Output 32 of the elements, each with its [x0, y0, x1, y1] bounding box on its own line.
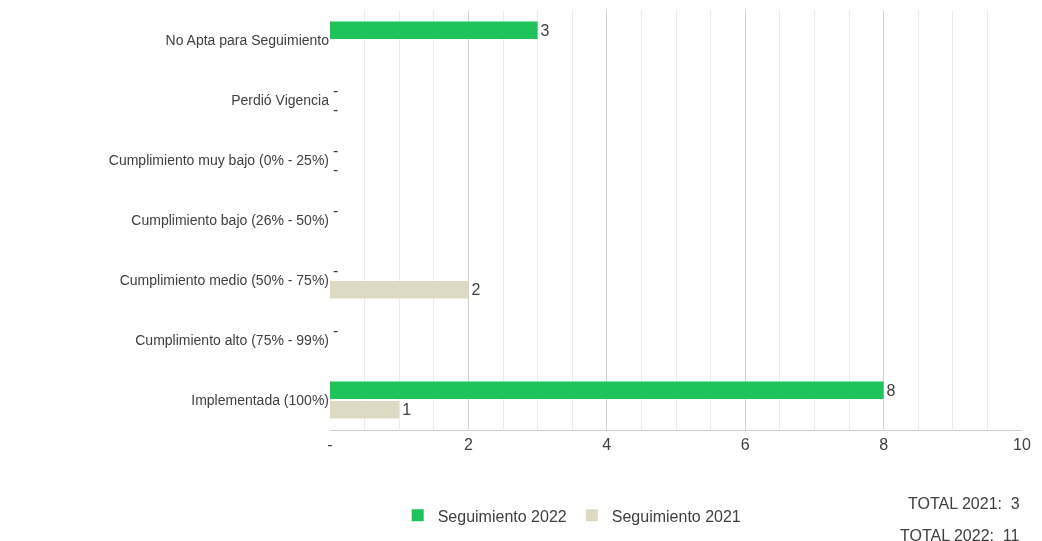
x-tick-label: 8 [879, 436, 889, 454]
data-label: - [333, 261, 339, 279]
data-label: 8 [886, 381, 896, 399]
data-label: - [333, 141, 339, 159]
data-label: 1 [402, 401, 412, 419]
data-label: - [333, 81, 339, 99]
y-tick-label: Perdió Vigencia [231, 91, 330, 108]
x-tick-label: 2 [463, 436, 473, 454]
data-label: - [333, 321, 339, 339]
data-label: 3 [540, 21, 550, 39]
data-label: - [333, 161, 339, 179]
y-tick-label: No Apta para Seguimiento [165, 31, 330, 48]
y-tick-label: Cumplimiento alto (75% - 99%) [135, 331, 329, 348]
bar [330, 381, 884, 400]
bar [330, 280, 469, 299]
x-tick-label: 4 [602, 436, 612, 454]
data-label: 2 [471, 281, 481, 299]
data-label: - [333, 101, 339, 119]
bar [330, 400, 400, 419]
text: TOTAL 2021: 3 [908, 495, 1020, 512]
y-tick-label: Implementada (100%) [191, 391, 329, 408]
x-tick-label: - [327, 436, 333, 454]
text: TOTAL 2022: 11 [900, 527, 1020, 541]
data-label: - [333, 201, 339, 219]
y-tick-label: Cumplimiento medio (50% - 75%) [119, 271, 329, 288]
legend-label: Seguimiento 2021 [611, 507, 741, 525]
bar [330, 21, 538, 40]
y-tick-label: Cumplimiento bajo (26% - 50%) [131, 211, 329, 228]
x-tick-label: 6 [740, 436, 750, 454]
y-tick-label: Cumplimiento muy bajo (0% - 25%) [108, 151, 329, 168]
x-tick-label: 10 [1013, 436, 1031, 454]
legend-label: Seguimiento 2022 [437, 507, 567, 525]
